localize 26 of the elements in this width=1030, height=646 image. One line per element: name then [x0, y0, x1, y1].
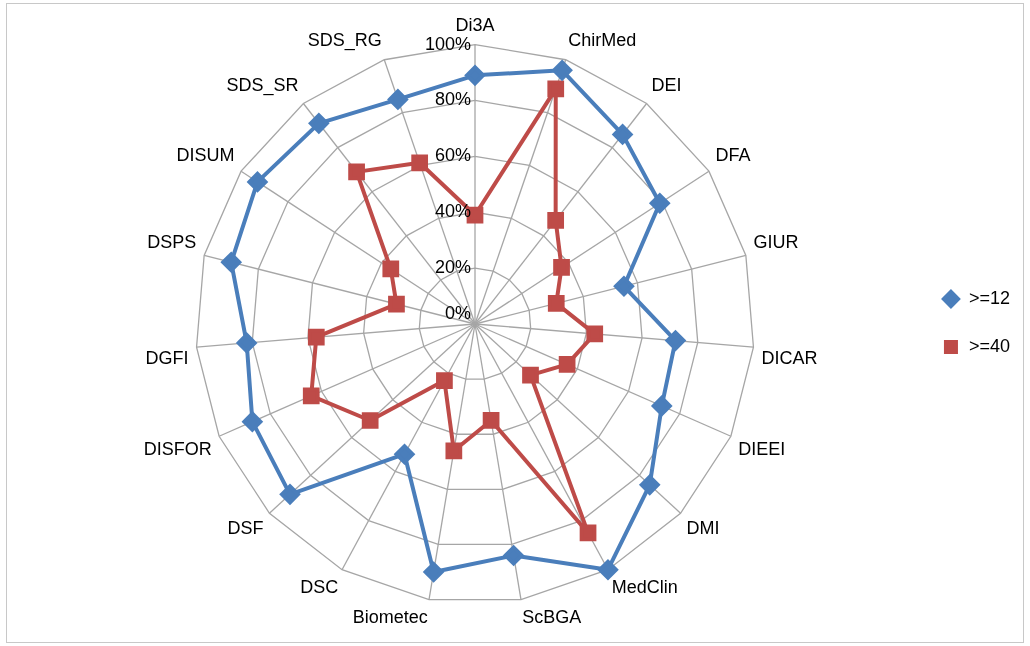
spoke-label: DMI [686, 518, 720, 539]
spoke-label: DEI [651, 75, 682, 96]
spoke-label: ChirMed [568, 30, 637, 51]
y-tick-label: 60% [434, 145, 471, 166]
spoke-label: GIUR [753, 231, 799, 252]
spoke-label: SDS_SR [226, 75, 299, 97]
spoke-label: DSF [227, 518, 264, 539]
spoke-label: DISUM [176, 144, 235, 165]
y-tick-label: 100% [424, 33, 471, 54]
spoke-label: DSPS [147, 231, 197, 252]
legend-label: >=12 [968, 287, 1010, 308]
y-tick-label: 0% [444, 302, 471, 323]
spoke-label: SDS_RG [307, 30, 382, 52]
spoke-label: DSC [300, 576, 339, 597]
spoke-label: DICAR [761, 347, 818, 368]
spoke-label: DISFOR [143, 439, 212, 460]
y-tick-label: 80% [434, 89, 471, 110]
spoke-label: ScBGA [522, 607, 582, 628]
spoke-label: DGFI [145, 347, 189, 368]
y-tick-label: 20% [434, 257, 471, 278]
legend-label: >=40 [968, 335, 1010, 356]
spoke-label: MedClin [611, 576, 678, 597]
spoke-label: Di3A [455, 14, 495, 35]
spoke-label: DIEEI [738, 439, 786, 460]
spoke-label: Biometec [352, 607, 428, 628]
spoke-label: DFA [715, 144, 751, 165]
